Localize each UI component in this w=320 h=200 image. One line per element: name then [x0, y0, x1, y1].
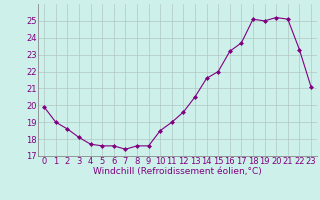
- X-axis label: Windchill (Refroidissement éolien,°C): Windchill (Refroidissement éolien,°C): [93, 167, 262, 176]
